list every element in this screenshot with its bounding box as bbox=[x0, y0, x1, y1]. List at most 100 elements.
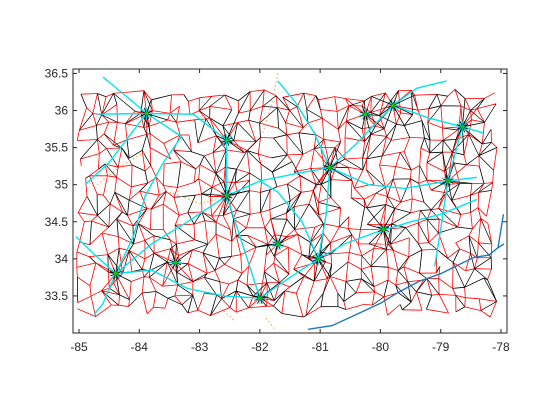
network-edge bbox=[96, 121, 109, 126]
network-edge bbox=[455, 242, 461, 250]
network-edge bbox=[465, 253, 471, 271]
network-edge bbox=[412, 198, 425, 203]
network-edge bbox=[237, 122, 257, 142]
network-edge bbox=[426, 179, 432, 191]
network-edge bbox=[318, 207, 341, 216]
network-edge bbox=[388, 266, 399, 271]
network-edge bbox=[431, 294, 440, 296]
network-edge bbox=[419, 165, 428, 181]
network-edge bbox=[306, 108, 323, 119]
network-edge bbox=[355, 278, 362, 293]
network-edge bbox=[330, 197, 341, 209]
network-edge bbox=[404, 120, 423, 126]
network-edge bbox=[246, 284, 254, 297]
network-edge bbox=[470, 110, 485, 123]
network-edge bbox=[174, 294, 193, 297]
network-edge bbox=[199, 95, 212, 99]
network-edge bbox=[174, 295, 183, 306]
network-edge bbox=[474, 257, 492, 269]
hub-marker bbox=[140, 107, 153, 120]
network-edge bbox=[318, 96, 335, 101]
network-edge bbox=[452, 134, 470, 153]
network-edge bbox=[131, 164, 133, 187]
network-edge bbox=[273, 134, 287, 139]
network-edge bbox=[201, 211, 212, 217]
network-edge bbox=[478, 155, 494, 171]
hub-spoke bbox=[366, 207, 384, 230]
network-edge bbox=[372, 296, 385, 306]
network-edge bbox=[477, 192, 479, 208]
network-edge bbox=[101, 287, 110, 292]
network-edge bbox=[346, 120, 363, 130]
network-edge bbox=[215, 166, 226, 174]
network-edge bbox=[313, 262, 316, 282]
network-edge bbox=[452, 262, 454, 289]
network-edge bbox=[366, 192, 377, 209]
network-edge bbox=[207, 270, 216, 274]
network-edge bbox=[478, 183, 485, 193]
hub-spoke bbox=[442, 152, 449, 182]
network-edge bbox=[372, 291, 375, 306]
network-edge bbox=[452, 286, 465, 289]
network-edge bbox=[97, 93, 103, 115]
network-edge bbox=[476, 98, 485, 109]
network-edge bbox=[364, 96, 372, 102]
network-edge bbox=[264, 218, 272, 229]
network-edge bbox=[303, 93, 308, 110]
network-edge bbox=[339, 216, 350, 228]
network-edge bbox=[202, 252, 220, 259]
network-edge bbox=[233, 218, 247, 229]
network-edge bbox=[181, 304, 189, 314]
network-edge bbox=[370, 248, 374, 267]
network-edge bbox=[89, 262, 97, 286]
network-edge bbox=[293, 168, 311, 173]
network-edge bbox=[321, 184, 332, 198]
network-edge bbox=[480, 218, 489, 224]
network-edge bbox=[248, 305, 267, 309]
network-edge bbox=[240, 246, 257, 256]
network-edge bbox=[386, 248, 394, 251]
network-edge bbox=[138, 223, 151, 230]
network-edge bbox=[178, 249, 193, 256]
network-edge bbox=[259, 107, 278, 124]
network-edge bbox=[478, 143, 483, 156]
network-edge bbox=[109, 203, 123, 213]
hub-spoke bbox=[211, 195, 228, 217]
network-edge bbox=[350, 180, 353, 198]
network-edge bbox=[119, 294, 130, 300]
network-edge bbox=[338, 207, 341, 227]
network-edge bbox=[318, 197, 332, 203]
network-edge bbox=[363, 192, 377, 200]
network-edge bbox=[428, 94, 438, 109]
network-edge bbox=[405, 222, 419, 228]
network-edge bbox=[451, 183, 461, 201]
network-edge bbox=[122, 250, 130, 274]
series-line bbox=[75, 236, 117, 275]
network-edge bbox=[88, 256, 97, 264]
network-edge bbox=[170, 243, 177, 249]
network-edge bbox=[329, 276, 339, 294]
network-edge bbox=[403, 256, 410, 267]
network-edge bbox=[410, 178, 419, 184]
network-edge bbox=[215, 233, 232, 242]
network-edge bbox=[103, 133, 123, 149]
network-edge bbox=[362, 141, 365, 158]
network-edge bbox=[454, 89, 466, 99]
primary-network-layer bbox=[76, 89, 498, 318]
hub-spoke bbox=[462, 108, 478, 128]
network-edge bbox=[149, 277, 157, 292]
network-edge bbox=[187, 309, 199, 314]
network-edge bbox=[202, 244, 209, 254]
network-edge bbox=[483, 277, 497, 302]
network-edge bbox=[468, 235, 471, 254]
x-axis: -85 -84 -83 -82 -81 -80 -79 -78 bbox=[70, 69, 510, 354]
network-edge bbox=[216, 135, 227, 151]
hub-spoke bbox=[361, 114, 366, 129]
network-edge bbox=[387, 279, 396, 286]
network-edge bbox=[187, 263, 208, 274]
network-edge bbox=[457, 214, 462, 228]
network-edge bbox=[76, 262, 96, 268]
network-edge bbox=[337, 129, 341, 143]
network-edge bbox=[187, 211, 202, 213]
network-edge bbox=[86, 107, 94, 114]
